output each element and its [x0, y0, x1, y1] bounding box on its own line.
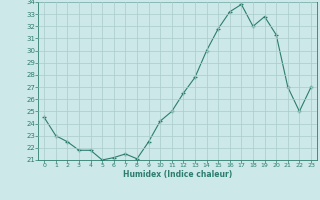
X-axis label: Humidex (Indice chaleur): Humidex (Indice chaleur) — [123, 170, 232, 179]
